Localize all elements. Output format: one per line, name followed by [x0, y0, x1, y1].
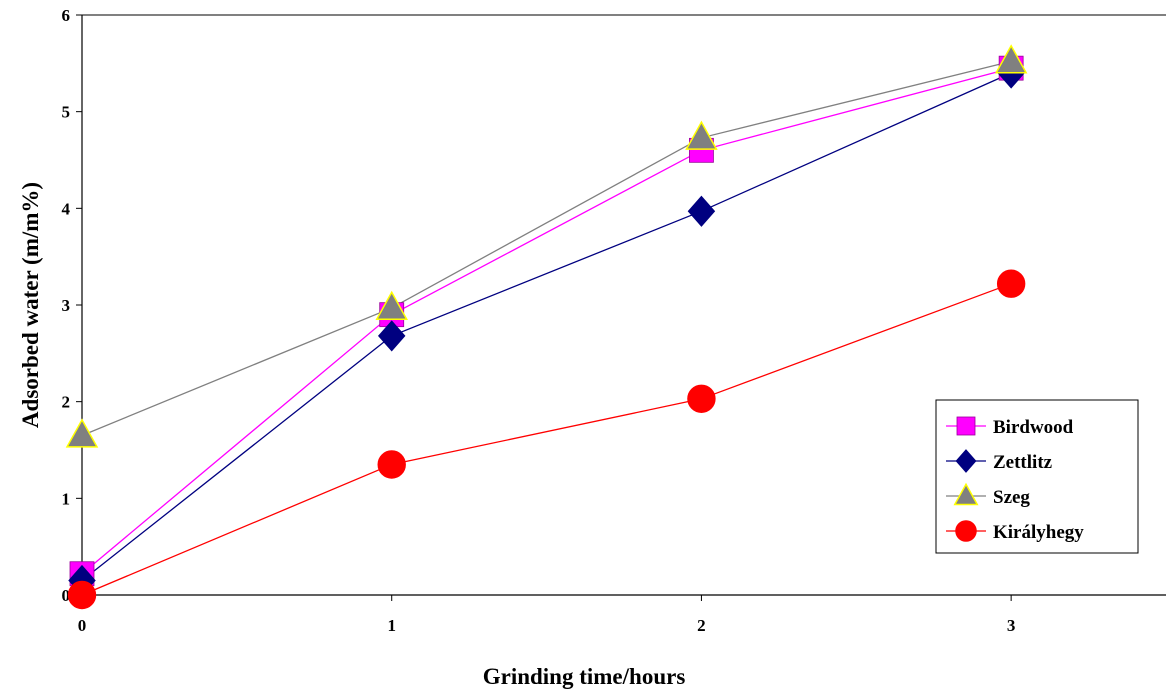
point-zettlitz-1 [377, 320, 406, 352]
point-szeg-3 [994, 44, 1028, 74]
x-tick-label-3: 3 [1007, 616, 1016, 635]
point-szeg-2 [685, 120, 718, 150]
legend-label-birdwood: Birdwood [993, 417, 1074, 438]
series-line-birdwood [81, 67, 1012, 575]
point-kir-lyhegy-1 [377, 450, 406, 479]
y-tick-label-1: 1 [62, 489, 71, 508]
y-tick-label-3: 3 [62, 296, 71, 315]
y-tick-label-4: 4 [62, 199, 71, 218]
series-line-kir-lyhegy [81, 283, 1012, 596]
y-tick-label-6: 6 [62, 6, 71, 25]
legend: Birdwood Zettlitz Szeg Királyhegy [935, 399, 1139, 554]
legend-marker-birdwood [956, 416, 976, 436]
series-markers [65, 44, 1028, 610]
x-axis-title: Grinding time/hours [483, 664, 686, 689]
legend-label-zettlitz: Zettlitz [993, 452, 1053, 473]
legend-marker-szeg [953, 482, 979, 506]
y-tick-label-5: 5 [62, 103, 71, 122]
series-line-szeg [81, 60, 1012, 437]
series-lines [81, 60, 1012, 596]
x-tick-label-2: 2 [697, 616, 706, 635]
legend-label-szeg: Szeg [993, 487, 1030, 508]
y-tick-label-2: 2 [62, 393, 71, 412]
y-axis-title: Adsorbed water (m/m%) [18, 182, 43, 428]
point-szeg-0 [65, 418, 99, 448]
point-kir-lyhegy-3 [996, 269, 1026, 298]
legend-marker-zettlitz [955, 449, 977, 473]
point-zettlitz-2 [687, 195, 716, 227]
point-kir-lyhegy-0 [67, 580, 97, 610]
x-tick-label-1: 1 [387, 616, 396, 635]
y-tick-label-0: 0 [62, 586, 71, 605]
legend-marker-kir-lyhegy [955, 520, 977, 542]
point-kir-lyhegy-2 [687, 384, 716, 413]
legend-label-kir-lyhegy: Királyhegy [993, 522, 1084, 543]
x-tick-label-0: 0 [78, 616, 87, 635]
point-szeg-1 [375, 290, 408, 321]
series-line-zettlitz [81, 72, 1012, 582]
